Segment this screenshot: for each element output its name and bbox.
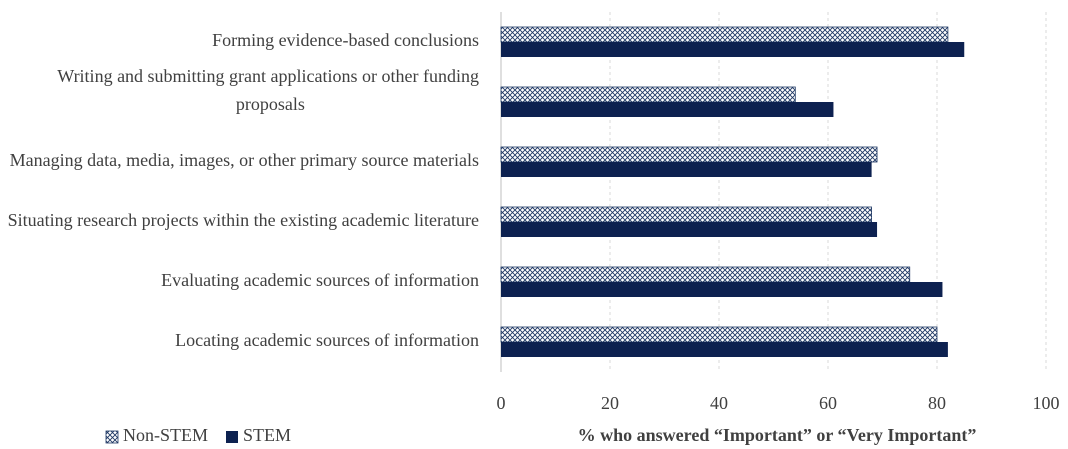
legend-swatch bbox=[105, 430, 119, 444]
x-tick-label: 60 bbox=[819, 393, 837, 413]
bar bbox=[501, 342, 948, 357]
legend-label: STEM bbox=[243, 425, 291, 445]
legend-label: Non-STEM bbox=[123, 425, 208, 445]
bar bbox=[500, 266, 911, 283]
bar bbox=[501, 102, 834, 117]
bar bbox=[501, 222, 878, 237]
y-tick-label: Situating research projects within the e… bbox=[8, 210, 479, 230]
bar bbox=[500, 86, 796, 103]
x-tick-label: 100 bbox=[1033, 393, 1060, 413]
bar bbox=[501, 42, 965, 57]
y-tick-label: Writing and submitting grant application… bbox=[57, 66, 479, 114]
x-axis-title: % who answered “Important” or “Very Impo… bbox=[578, 425, 977, 445]
x-tick-label: 40 bbox=[710, 393, 728, 413]
bar bbox=[500, 26, 949, 43]
legend-swatch bbox=[226, 431, 238, 443]
bar bbox=[501, 282, 943, 297]
bar bbox=[500, 146, 878, 163]
y-tick-label: Locating academic sources of information bbox=[175, 330, 479, 350]
x-tick-label: 20 bbox=[601, 393, 619, 413]
y-tick-label: Evaluating academic sources of informati… bbox=[161, 270, 479, 290]
bar bbox=[500, 326, 938, 343]
y-tick-label: Managing data, media, images, or other p… bbox=[10, 150, 479, 170]
x-tick-label: 0 bbox=[497, 393, 506, 413]
bar bbox=[501, 162, 872, 177]
y-tick-label: Forming evidence-based conclusions bbox=[212, 30, 479, 50]
bar bbox=[500, 206, 873, 223]
x-tick-label: 80 bbox=[928, 393, 946, 413]
